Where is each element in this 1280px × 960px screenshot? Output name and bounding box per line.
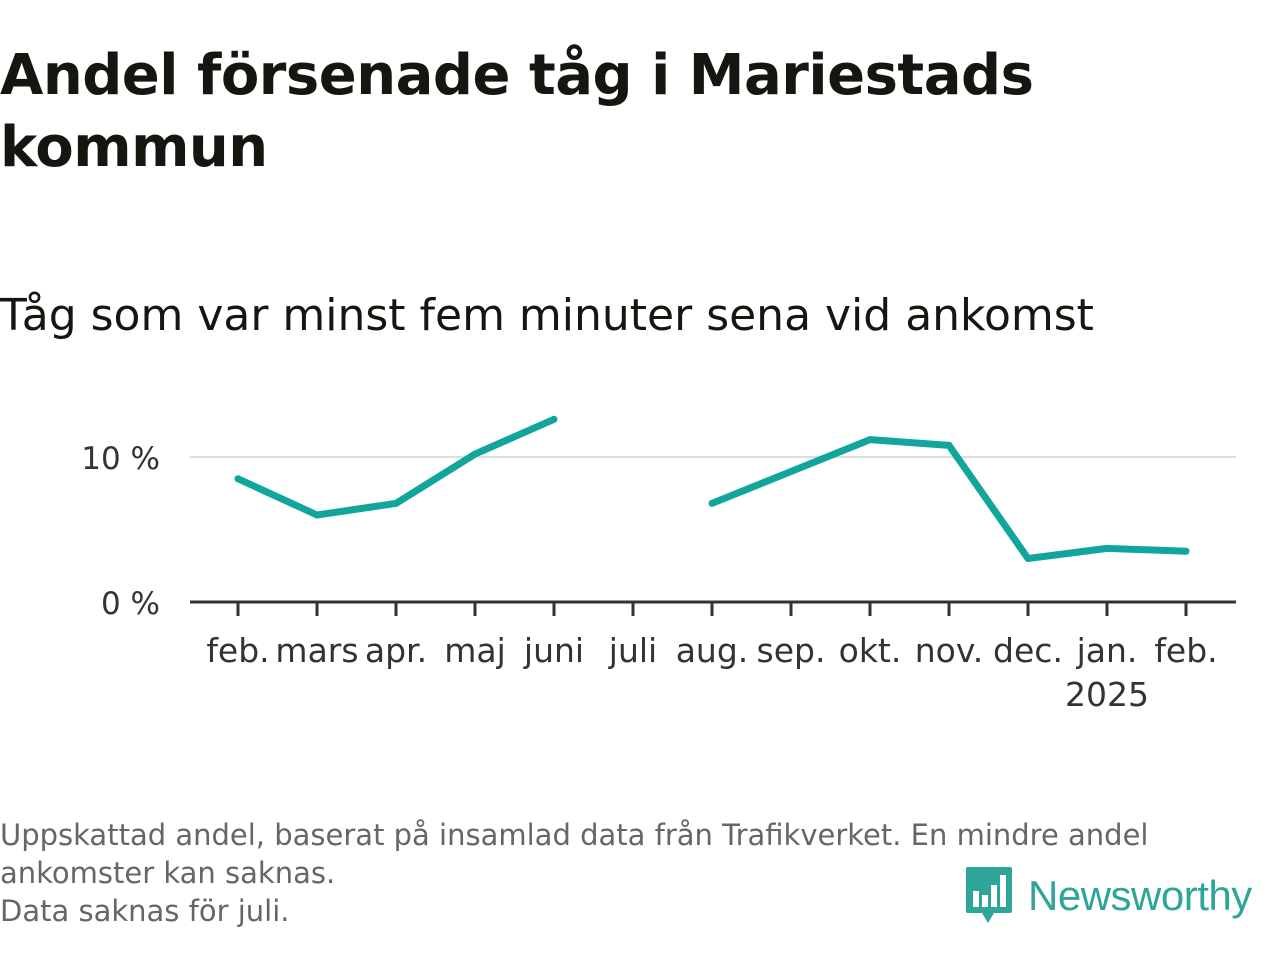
x-tick-label: jan.	[1076, 631, 1138, 670]
chart-title: Andel försenade tåg i Mariestads kommun	[0, 43, 1034, 180]
brand-logo: Newsworthy	[964, 864, 1252, 928]
data-point	[550, 415, 558, 423]
x-tick-label: dec.	[993, 631, 1063, 670]
x-tick-label: nov.	[915, 631, 984, 670]
x-axis-labels: feb. mars apr. maj juni juli aug. sep. okt. nov. d…	[206, 631, 1217, 714]
data-point	[708, 499, 716, 507]
data-point	[392, 499, 400, 507]
y-tick-label: 10 %	[81, 441, 160, 477]
data-point	[866, 436, 874, 444]
x-year-label: 2025	[1065, 675, 1149, 714]
x-tick-label: juli	[608, 631, 657, 670]
footnote-line-1: Uppskattad andel, baserat på insamlad da…	[0, 818, 1149, 852]
data-point	[1182, 547, 1190, 555]
y-tick-label: 0 %	[101, 586, 160, 622]
x-axis	[190, 600, 1236, 616]
data-point	[234, 475, 242, 483]
data-point	[471, 450, 479, 458]
x-tick-label: apr.	[365, 631, 427, 670]
x-tick-label: sep.	[757, 631, 826, 670]
data-point	[787, 468, 795, 475]
x-tick-label: maj	[444, 631, 506, 670]
data-point	[1024, 555, 1032, 562]
x-tick-label: feb.	[206, 631, 269, 670]
footnote: Uppskattad andel, baserat på insamlad da…	[0, 816, 1270, 930]
x-tick-label: juni	[523, 631, 584, 670]
brand-name: Newsworthy	[1028, 872, 1252, 919]
x-tick-label: feb.	[1154, 631, 1217, 670]
x-tick-label: okt.	[839, 631, 902, 670]
newsworthy-chart-logo-icon	[966, 867, 1012, 923]
footnote-line-2: ankomster kan saknas.	[0, 856, 336, 890]
series-lines	[234, 415, 1190, 562]
chart-subtitle: Tåg som var minst fem minuter sena vid a…	[0, 290, 1094, 341]
footnote-line-3: Data saknas för juli.	[0, 894, 290, 928]
x-tick-label: aug.	[676, 631, 749, 670]
y-axis-labels: 0 % 10 %	[81, 441, 160, 622]
x-tick-label: mars	[275, 631, 358, 670]
data-point	[945, 441, 953, 449]
data-point	[1103, 544, 1111, 552]
data-point	[313, 511, 321, 519]
